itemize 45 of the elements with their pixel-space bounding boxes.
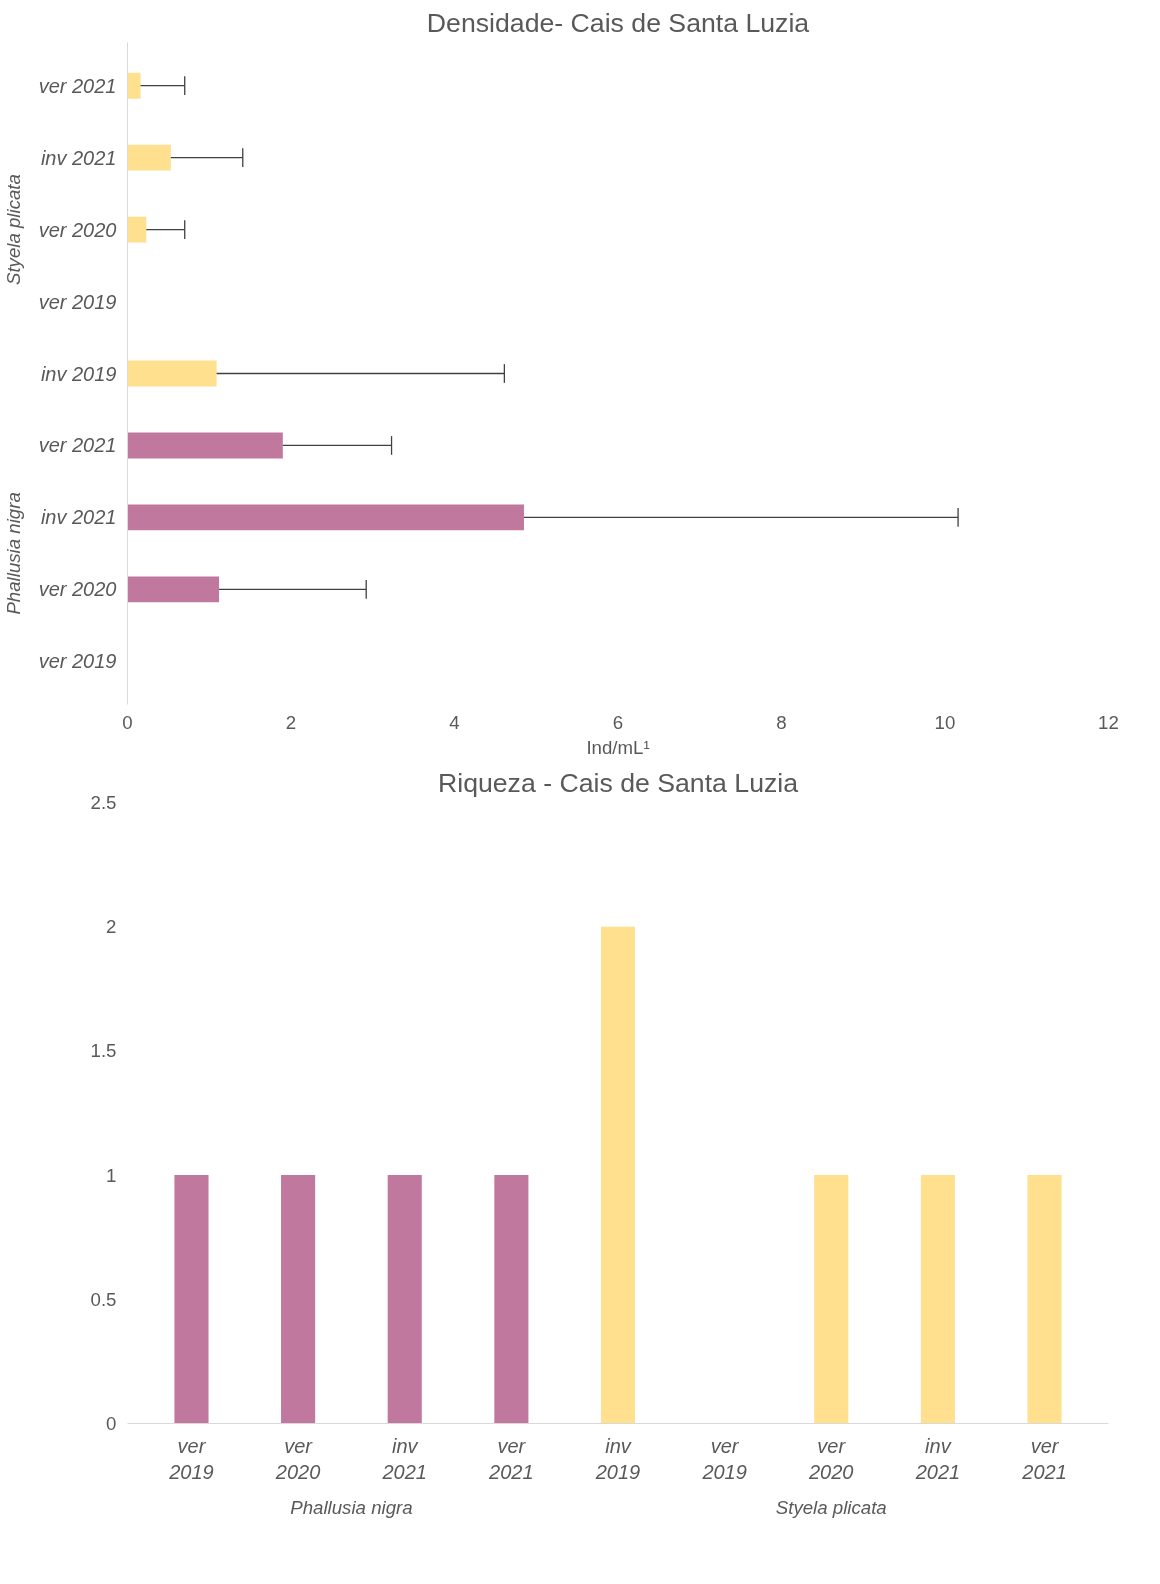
x-tick-label: 2 xyxy=(285,711,297,733)
x-tick-label: ver 2021 xyxy=(1021,1434,1067,1483)
text: Styela plicata xyxy=(775,1496,887,1518)
chart-title: Densidade- Cais de Santa Luzia xyxy=(426,7,810,38)
text: Styela plicata xyxy=(3,174,25,286)
x-tick-label: ver 2019 xyxy=(701,1434,747,1483)
y-tick-label: 1.5 xyxy=(90,1040,117,1062)
y-tick-label: 1 xyxy=(106,1164,117,1186)
y-tick-label: ver 2021 xyxy=(38,74,117,97)
y-tick-label: inv 2021 xyxy=(40,146,117,169)
x-tick-label: 0 xyxy=(122,711,133,733)
text: Phallusia nigra xyxy=(290,1496,413,1518)
bar xyxy=(127,576,220,603)
y-tick-label: ver 2019 xyxy=(38,290,117,313)
y-tick-label: 2 xyxy=(106,916,117,938)
chart-title: Riqueza - Cais de Santa Luzia xyxy=(437,767,799,798)
bar xyxy=(127,432,283,459)
text: Phallusia nigra xyxy=(3,492,25,615)
x-tick-label: inv 2021 xyxy=(381,1434,427,1483)
y-tick-label: ver 2020 xyxy=(38,578,117,601)
x-tick-label: ver 2019 xyxy=(168,1434,214,1483)
bar xyxy=(127,144,171,171)
bar xyxy=(127,216,147,243)
x-tick-label: ver 2021 xyxy=(488,1434,534,1483)
y-tick-label: 2.5 xyxy=(90,792,117,813)
x-tick-label: 8 xyxy=(776,711,787,733)
x-tick-label: 4 xyxy=(449,711,460,733)
x-tick-label: inv 2021 xyxy=(914,1434,961,1483)
x-tick-label: 6 xyxy=(612,711,624,733)
bar xyxy=(127,504,524,531)
x-tick-label: inv 2019 xyxy=(594,1434,641,1483)
y-tick-label: ver 2019 xyxy=(38,650,117,673)
bar xyxy=(127,72,141,99)
y-tick-label: inv 2021 xyxy=(40,506,117,529)
x-axis-title: Ind/mL¹ xyxy=(586,736,650,758)
x-tick-label: 10 xyxy=(934,711,956,733)
y-tick-label: ver 2021 xyxy=(38,434,117,457)
y-tick-label: 0 xyxy=(106,1413,117,1434)
y-tick-label: inv 2019 xyxy=(40,362,117,385)
x-tick-label: ver 2020 xyxy=(274,1434,321,1483)
x-tick-label: 12 xyxy=(1098,711,1119,733)
bar xyxy=(127,360,217,387)
y-tick-label: ver 2020 xyxy=(38,218,117,241)
y-tick-label: 0.5 xyxy=(90,1288,117,1310)
x-tick-label: ver 2020 xyxy=(808,1434,854,1483)
